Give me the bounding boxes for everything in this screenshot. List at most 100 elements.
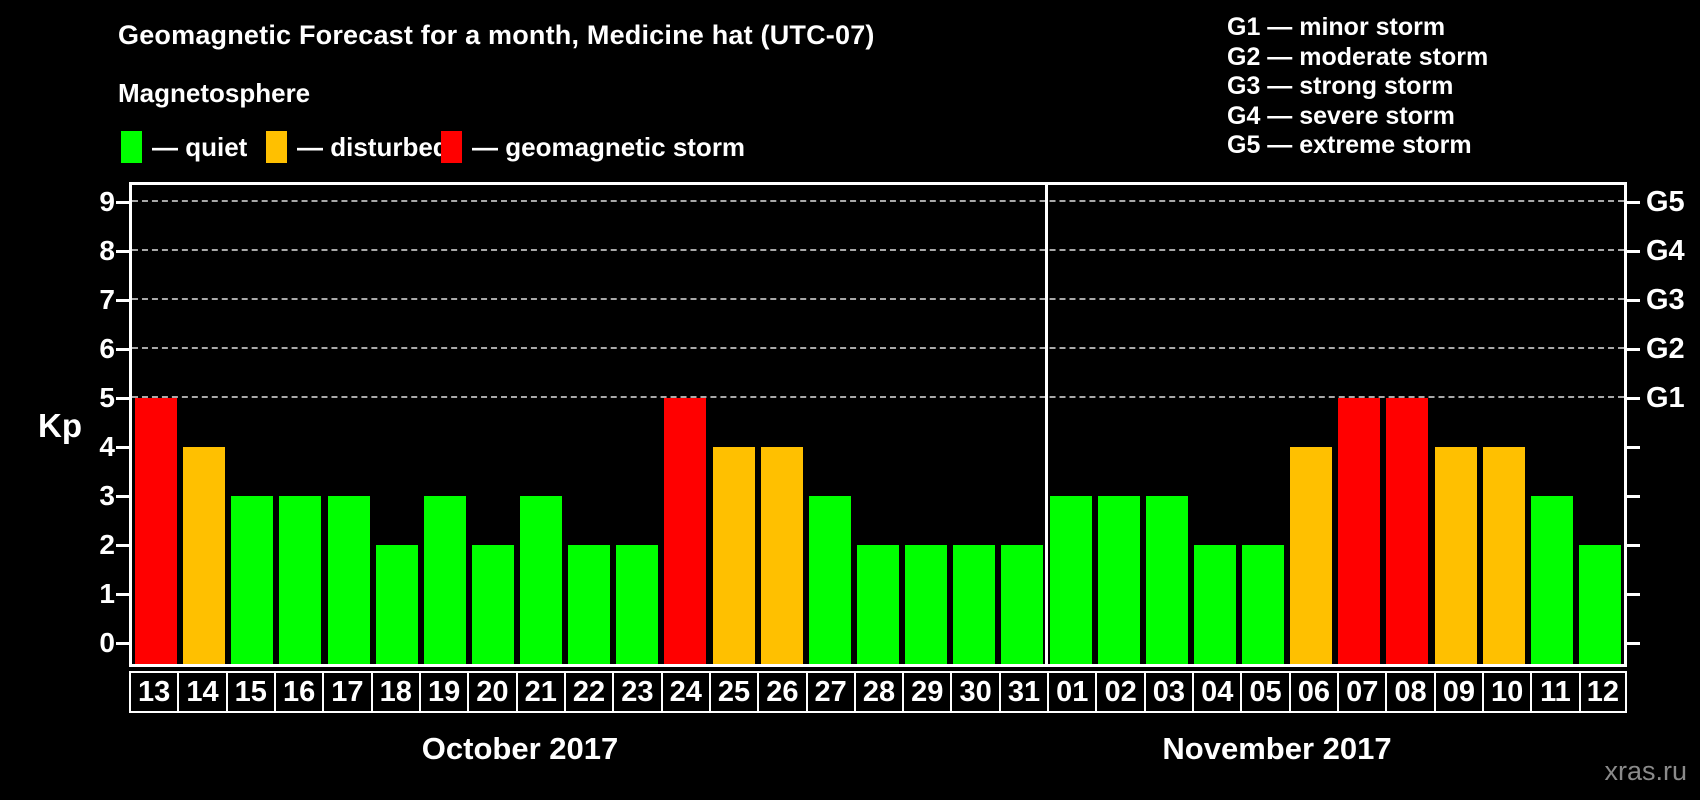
kp-tick-right-2 [1627,543,1640,547]
month-label-october: October 2017 [421,731,619,766]
gridline-kp8 [132,249,1624,251]
day-label-cell: 13 [129,671,180,713]
day-label-cell: 02 [1095,671,1146,713]
kp-bar-16 [279,496,322,664]
kp-bar-04 [1193,545,1236,664]
kp-bar-30 [953,545,996,664]
g-scale-legend: G1 — minor storm G2 — moderate storm G3 … [1227,13,1488,161]
month-label-november: November 2017 [1162,731,1392,766]
kp-bar-20 [471,545,514,664]
day-label-cell: 19 [418,671,470,713]
g-tick-label-g2: G2 [1646,333,1685,365]
day-label-cell: 26 [757,671,808,713]
kp-bar-03 [1145,496,1188,664]
kp-tick-left-5 [116,396,129,400]
kp-bar-29 [905,545,948,664]
kp-tick-label-4: 4 [99,431,115,462]
g5-legend-entry: G5 — extreme storm [1227,131,1472,160]
month-separator [1044,185,1048,664]
kp-bar-02 [1097,496,1140,664]
day-label-cell: 17 [322,671,373,713]
day-label-cell: 10 [1482,671,1533,713]
kp-tick-label-9: 9 [99,186,115,217]
kp-tick-left-4 [116,445,129,449]
kp-tick-label-8: 8 [99,235,115,266]
day-label-cell: 07 [1337,671,1388,713]
kp-tick-label-7: 7 [99,284,115,315]
day-label-cell: 16 [273,671,325,713]
g4-legend-entry: G4 — severe storm [1227,101,1455,130]
day-label-cell: 20 [467,671,518,713]
y-axis-title: Kp [38,407,82,444]
kp-tick-right-0 [1627,641,1640,645]
kp-tick-label-3: 3 [99,480,115,511]
day-label-cell: 30 [950,671,1001,713]
gridline-kp5 [132,396,1624,398]
kp-tick-right-4 [1627,445,1640,449]
kp-bar-31 [1001,545,1044,664]
day-label-cell: 04 [1192,671,1243,713]
kp-tick-left-0 [116,641,129,645]
kp-bar-12 [1578,545,1621,664]
kp-bar-11 [1530,496,1573,664]
day-label-cell: 28 [853,671,905,713]
kp-tick-label-1: 1 [99,578,115,609]
kp-tick-right-9 [1627,200,1640,204]
kp-tick-right-5 [1627,396,1640,400]
kp-bar-01 [1049,496,1092,664]
day-label-cell: 18 [370,671,421,713]
legend-item-disturbed: — disturbed [266,130,449,164]
kp-bar-10 [1482,447,1525,664]
kp-bar-23 [616,545,659,664]
g-tick-label-g5: G5 [1646,186,1685,218]
day-label-cell: 25 [708,671,760,713]
kp-tick-left-9 [116,200,129,204]
day-label-cell: 08 [1385,671,1436,713]
kp-bar-14 [183,447,226,664]
kp-bar-28 [857,545,899,664]
kp-tick-left-2 [116,543,129,547]
g-tick-label-g1: G1 [1646,382,1685,414]
kp-bar-21 [520,496,563,664]
kp-bar-15 [231,496,274,664]
legend-item-quiet: — quiet [121,130,247,164]
g1-legend-entry: G1 — minor storm [1227,13,1446,41]
g3-legend-entry: G3 — strong storm [1227,72,1454,101]
kp-tick-label-0: 0 [99,627,115,658]
kp-tick-left-7 [116,298,129,302]
day-label-cell: 27 [805,671,856,713]
kp-tick-label-2: 2 [99,529,115,560]
gridline-kp6 [132,347,1624,349]
kp-tick-left-1 [116,592,129,596]
g2-legend-entry: G2 — moderate storm [1227,42,1489,71]
plot-area [129,182,1627,667]
kp-bar-25 [712,447,755,664]
day-label-cell: 06 [1288,671,1340,713]
kp-tick-label-6: 6 [99,333,115,364]
disturbed-legend-label: — disturbed [297,132,449,162]
day-label-cell: 29 [902,671,953,713]
kp-tick-right-3 [1627,494,1640,498]
kp-bar-06 [1290,447,1333,664]
kp-bar-07 [1338,398,1381,664]
kp-bar-27 [808,496,851,664]
day-label-cell: 15 [225,671,276,713]
kp-tick-right-6 [1627,347,1640,351]
day-label-cell: 01 [1047,671,1098,713]
day-label-cell: 23 [612,671,663,713]
day-label-cell: 22 [563,671,615,713]
kp-bar-26 [760,447,803,664]
kp-bar-09 [1434,447,1477,664]
kp-tick-left-3 [116,494,129,498]
disturbed-color-swatch [266,131,287,163]
magnetosphere-legend-title: Magnetosphere [118,78,311,108]
kp-tick-right-1 [1627,592,1640,596]
day-label-cell: 24 [660,671,711,713]
kp-bar-18 [375,545,418,664]
kp-bar-19 [423,496,466,664]
day-label-cell: 09 [1433,671,1485,713]
day-label-cell: 31 [998,671,1050,713]
legend-item-storm: — geomagnetic storm [441,130,745,164]
kp-bar-22 [568,545,611,664]
